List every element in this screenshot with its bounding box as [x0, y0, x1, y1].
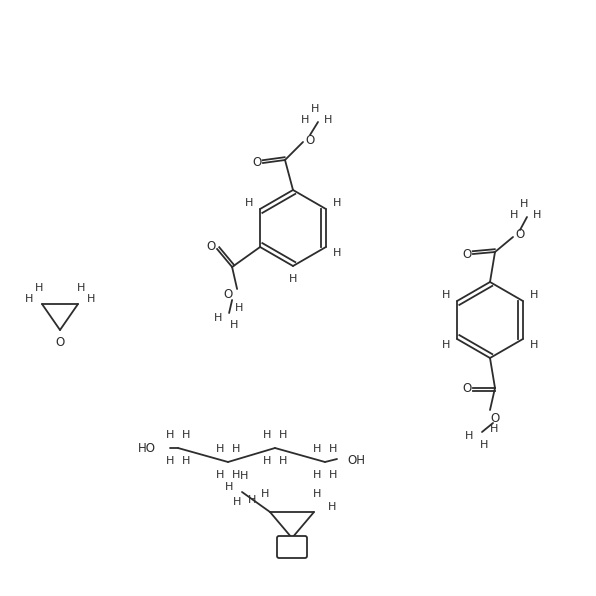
- Text: H: H: [279, 430, 287, 440]
- Text: H: H: [289, 274, 297, 284]
- Text: H: H: [25, 294, 33, 304]
- Text: H: H: [279, 456, 287, 466]
- Text: H: H: [263, 456, 271, 466]
- Text: H: H: [480, 440, 488, 450]
- Text: H: H: [232, 470, 240, 480]
- Text: H: H: [329, 470, 337, 480]
- Text: H: H: [442, 340, 450, 350]
- Text: H: H: [166, 456, 174, 466]
- Text: H: H: [530, 290, 538, 300]
- Text: H: H: [248, 495, 256, 505]
- Text: H: H: [311, 104, 319, 114]
- Text: O: O: [305, 134, 315, 147]
- Text: O: O: [491, 411, 499, 424]
- Text: H: H: [263, 430, 271, 440]
- Text: OH: OH: [347, 454, 365, 467]
- Text: O: O: [55, 336, 64, 349]
- Text: H: H: [510, 210, 518, 220]
- Text: H: H: [225, 482, 233, 492]
- Text: H: H: [235, 303, 243, 313]
- Text: H: H: [77, 283, 85, 293]
- Text: O: O: [462, 381, 471, 395]
- Text: H: H: [182, 456, 190, 466]
- Text: H: H: [333, 249, 342, 259]
- Text: H: H: [233, 497, 241, 507]
- Text: H: H: [240, 471, 248, 481]
- Text: H: H: [442, 290, 450, 300]
- Text: H: H: [520, 199, 528, 209]
- Text: H: H: [214, 313, 222, 323]
- Text: O: O: [516, 228, 524, 241]
- Text: H: H: [244, 197, 253, 207]
- FancyBboxPatch shape: [277, 536, 307, 558]
- Text: H: H: [313, 470, 321, 480]
- Text: H: H: [313, 444, 321, 454]
- Text: H: H: [324, 115, 332, 125]
- Text: H: H: [301, 115, 309, 125]
- Text: H: H: [87, 294, 95, 304]
- Text: H: H: [328, 502, 336, 512]
- Text: H: H: [182, 430, 190, 440]
- Text: H: H: [333, 197, 342, 207]
- Text: O: O: [252, 157, 262, 169]
- Text: HO: HO: [138, 442, 156, 455]
- Text: H: H: [533, 210, 541, 220]
- Text: H: H: [261, 489, 269, 499]
- Text: H: H: [35, 283, 43, 293]
- Text: H: H: [216, 444, 224, 454]
- Text: O: O: [462, 247, 471, 260]
- Text: H: H: [166, 430, 174, 440]
- Text: O: O: [287, 541, 297, 554]
- Text: H: H: [530, 340, 538, 350]
- Text: H: H: [216, 470, 224, 480]
- Text: O: O: [206, 241, 216, 253]
- Text: H: H: [230, 320, 238, 330]
- Text: H: H: [232, 444, 240, 454]
- Text: H: H: [313, 489, 321, 499]
- Text: H: H: [490, 424, 498, 434]
- Text: O: O: [224, 288, 232, 302]
- Text: H: H: [465, 431, 473, 441]
- Text: H: H: [329, 444, 337, 454]
